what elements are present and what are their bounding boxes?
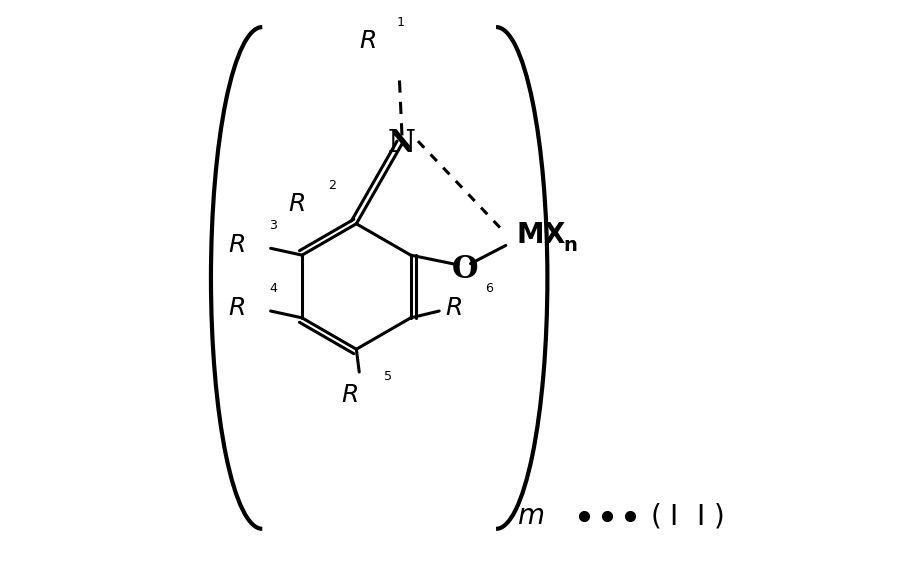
Text: $\mathrm{( \ I \ \ I \ )}$: $\mathrm{( \ I \ \ I \ )}$	[650, 501, 724, 530]
Text: $^1$: $^1$	[396, 18, 405, 36]
Text: $^5$: $^5$	[383, 371, 392, 390]
Text: O: O	[452, 254, 478, 285]
Text: $\mathit{R}$: $\mathit{R}$	[228, 296, 245, 320]
Text: $^6$: $^6$	[485, 284, 494, 302]
Text: N: N	[388, 128, 416, 159]
Text: $\mathit{R}$: $\mathit{R}$	[228, 233, 245, 257]
Text: $^3$: $^3$	[269, 221, 278, 239]
Text: $\mathit{R}$: $\mathit{R}$	[359, 29, 376, 53]
Text: $\mathbf{MX}$: $\mathbf{MX}$	[516, 221, 566, 249]
Text: $^2$: $^2$	[328, 180, 337, 199]
Text: $\mathit{R}$: $\mathit{R}$	[288, 192, 305, 216]
Text: $\mathit{R}$: $\mathit{R}$	[341, 383, 358, 407]
Text: $^4$: $^4$	[269, 284, 278, 302]
Text: $\mathit{m}$: $\mathit{m}$	[517, 502, 543, 529]
Text: $\mathit{R}$: $\mathit{R}$	[445, 296, 462, 320]
Text: $\mathbf{n}$: $\mathbf{n}$	[564, 236, 577, 255]
